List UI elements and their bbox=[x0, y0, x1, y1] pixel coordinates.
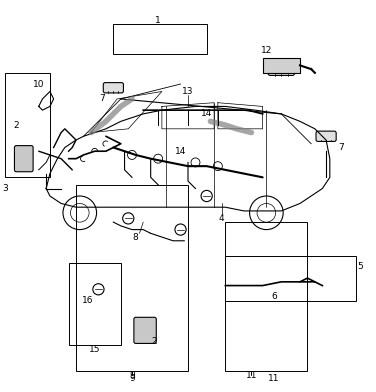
FancyBboxPatch shape bbox=[103, 83, 123, 93]
Text: 9: 9 bbox=[129, 371, 135, 379]
Text: 14: 14 bbox=[175, 147, 186, 156]
FancyBboxPatch shape bbox=[134, 317, 156, 343]
Bar bbox=[76, 185, 188, 371]
Text: 8: 8 bbox=[133, 232, 139, 241]
Text: 2: 2 bbox=[14, 121, 19, 130]
Text: 12: 12 bbox=[261, 46, 272, 55]
Text: 3: 3 bbox=[2, 184, 8, 193]
Text: 16: 16 bbox=[82, 296, 93, 305]
FancyBboxPatch shape bbox=[14, 145, 33, 172]
Bar bbox=[225, 256, 356, 301]
Bar bbox=[263, 58, 300, 73]
Bar bbox=[68, 263, 121, 345]
Text: 6: 6 bbox=[271, 292, 277, 301]
Text: 11: 11 bbox=[268, 374, 280, 383]
Text: 7: 7 bbox=[338, 143, 344, 152]
Text: 13: 13 bbox=[182, 87, 194, 96]
Text: 4: 4 bbox=[219, 214, 224, 223]
Text: 1: 1 bbox=[155, 16, 161, 25]
Text: 2: 2 bbox=[152, 337, 157, 346]
Text: 9: 9 bbox=[129, 374, 135, 383]
Bar bbox=[113, 24, 207, 54]
Text: 14: 14 bbox=[201, 109, 212, 118]
Text: 11: 11 bbox=[246, 371, 257, 379]
Bar bbox=[225, 222, 308, 371]
Text: 15: 15 bbox=[89, 345, 100, 354]
Bar bbox=[5, 73, 50, 177]
FancyBboxPatch shape bbox=[268, 63, 294, 75]
Text: 10: 10 bbox=[33, 80, 44, 89]
Text: 5: 5 bbox=[358, 262, 364, 271]
FancyBboxPatch shape bbox=[316, 131, 336, 142]
Text: 7: 7 bbox=[99, 94, 105, 103]
